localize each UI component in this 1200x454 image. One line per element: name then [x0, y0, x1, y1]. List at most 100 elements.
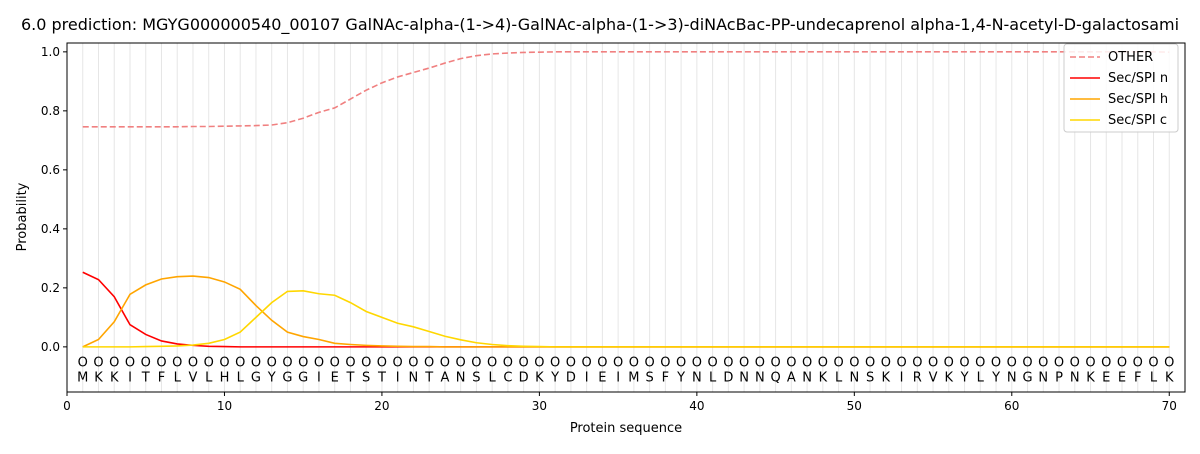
- chart-title: 6.0 prediction: MGYG000000540_00107 GalN…: [21, 15, 1179, 35]
- residue-label: D: [566, 370, 576, 385]
- region-marker: O: [393, 356, 403, 371]
- region-marker: O: [93, 356, 103, 371]
- residue-label: N: [802, 370, 812, 385]
- region-marker: O: [172, 356, 182, 371]
- residue-label: N: [456, 370, 466, 385]
- region-marker: O: [786, 356, 796, 371]
- residue-label: S: [866, 370, 874, 385]
- residue-label: K: [1086, 370, 1095, 385]
- y-tick-label: 0.8: [41, 104, 60, 118]
- residue-label: L: [709, 370, 717, 385]
- residue-label: Y: [267, 370, 276, 385]
- region-marker: O: [692, 356, 702, 371]
- residue-label: K: [110, 370, 119, 385]
- region-marker: O: [582, 356, 592, 371]
- y-tick-label: 0.6: [41, 163, 60, 177]
- residue-label: L: [1150, 370, 1158, 385]
- region-marker: O: [78, 356, 88, 371]
- residue-label: G: [298, 370, 308, 385]
- region-marker: O: [629, 356, 639, 371]
- residue-label: I: [396, 370, 400, 385]
- region-marker: O: [1101, 356, 1111, 371]
- region-marker: O: [566, 356, 576, 371]
- region-marker: O: [896, 356, 906, 371]
- region-marker: O: [408, 356, 418, 371]
- residue-label: E: [1102, 370, 1110, 385]
- region-marker: O: [251, 356, 261, 371]
- residue-label: R: [913, 370, 922, 385]
- x-tick-label: 0: [63, 399, 71, 413]
- region-marker: O: [519, 356, 529, 371]
- residue-label: V: [189, 370, 198, 385]
- region-marker: O: [345, 356, 355, 371]
- region-marker: O: [597, 356, 607, 371]
- residue-label: I: [900, 370, 904, 385]
- region-marker: O: [613, 356, 623, 371]
- y-tick-label: 0.2: [41, 281, 60, 295]
- residue-label: E: [1118, 370, 1126, 385]
- residue-label: P: [1055, 370, 1063, 385]
- region-marker: O: [881, 356, 891, 371]
- residue-label: F: [1134, 370, 1141, 385]
- residue-label: L: [174, 370, 182, 385]
- legend-label: Sec/SPI n: [1108, 71, 1168, 86]
- residue-label: G: [282, 370, 292, 385]
- residue-label: I: [317, 370, 321, 385]
- residue-label: V: [929, 370, 938, 385]
- residue-label: N: [755, 370, 765, 385]
- region-marker: O: [1164, 356, 1174, 371]
- residue-label: I: [616, 370, 620, 385]
- region-marker: O: [1070, 356, 1080, 371]
- x-tick-label: 10: [217, 399, 232, 413]
- residue-label: Y: [676, 370, 685, 385]
- residue-label: S: [472, 370, 480, 385]
- residue-label: S: [645, 370, 653, 385]
- residue-label: T: [424, 370, 433, 385]
- residue-label: Y: [960, 370, 969, 385]
- residue-label: F: [662, 370, 669, 385]
- region-marker: O: [377, 356, 387, 371]
- series-line-sec-spi-n: [82, 271, 1170, 348]
- residue-label: K: [1165, 370, 1174, 385]
- region-marker: O: [723, 356, 733, 371]
- region-marker: O: [204, 356, 214, 371]
- region-marker: O: [267, 356, 277, 371]
- residue-label: K: [535, 370, 544, 385]
- region-marker: O: [959, 356, 969, 371]
- residue-label: K: [882, 370, 891, 385]
- x-tick-label: 70: [1162, 399, 1177, 413]
- region-marker: O: [944, 356, 954, 371]
- region-marker: O: [156, 356, 166, 371]
- region-marker: O: [1022, 356, 1032, 371]
- residue-label: K: [94, 370, 103, 385]
- region-marker: O: [235, 356, 245, 371]
- region-marker: O: [1054, 356, 1064, 371]
- residue-label: E: [331, 370, 339, 385]
- region-marker: O: [1007, 356, 1017, 371]
- region-marker: O: [141, 356, 151, 371]
- region-marker: O: [534, 356, 544, 371]
- residue-label: F: [158, 370, 165, 385]
- region-marker: O: [361, 356, 371, 371]
- residue-label: N: [409, 370, 419, 385]
- region-marker: O: [1117, 356, 1127, 371]
- region-marker: O: [109, 356, 119, 371]
- y-axis-label: Probability: [15, 182, 30, 251]
- region-marker: O: [330, 356, 340, 371]
- region-marker: O: [471, 356, 481, 371]
- y-tick-label: 0.4: [41, 222, 60, 236]
- region-marker: O: [991, 356, 1001, 371]
- region-marker: O: [440, 356, 450, 371]
- series-line-other: [82, 51, 1170, 128]
- residue-label: N: [1007, 370, 1017, 385]
- residue-label: D: [519, 370, 529, 385]
- residue-label: G: [251, 370, 261, 385]
- residue-label: Y: [991, 370, 1000, 385]
- residue-label: M: [77, 370, 88, 385]
- region-marker: O: [456, 356, 466, 371]
- region-marker: O: [1133, 356, 1143, 371]
- region-marker: O: [125, 356, 135, 371]
- region-marker: O: [833, 356, 843, 371]
- residue-label: N: [1038, 370, 1048, 385]
